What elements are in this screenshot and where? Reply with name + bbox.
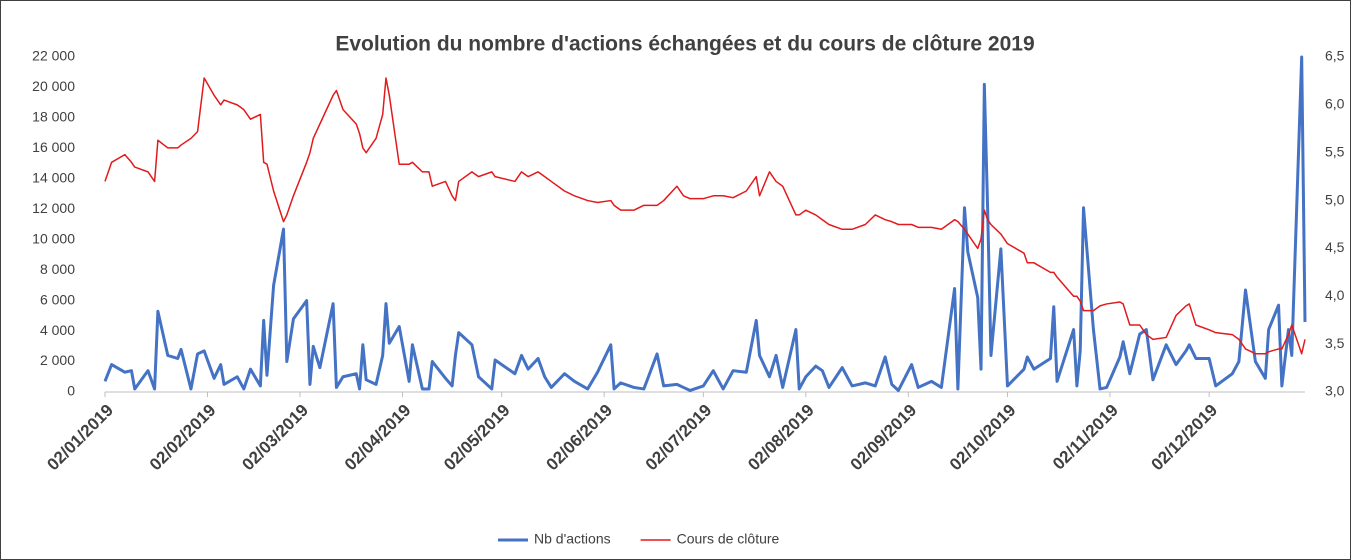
y-tick-label: 6 000 [40,291,75,307]
chart-title: Evolution du nombre d'actions échangées … [335,33,1034,56]
y-tick-label: 8 000 [40,261,75,277]
y2-tick-label: 4,5 [1325,239,1345,255]
y2-tick-label: 5,5 [1325,143,1345,159]
y-tick-label: 16 000 [32,139,75,155]
y-tick-label: 0 [67,383,75,399]
y2-tick-label: 6,5 [1325,48,1345,64]
series-line [104,77,1306,355]
legend-label: Nb d'actions [534,531,611,547]
y-tick-label: 12 000 [32,200,75,216]
y2-tick-label: 6,0 [1325,96,1345,112]
y2-tick-label: 4,0 [1325,287,1345,303]
y-tick-label: 4 000 [40,322,75,338]
y-tick-label: 10 000 [32,230,75,246]
y-tick-label: 18 000 [32,109,75,125]
y2-tick-label: 5,0 [1325,191,1345,207]
series-line [103,55,1307,392]
y2-tick-label: 3,0 [1325,383,1345,399]
y-tick-label: 2 000 [40,352,75,368]
y-tick-label: 22 000 [32,48,75,64]
legend-label: Cours de clôture [677,531,780,547]
y2-tick-label: 3,5 [1325,335,1345,351]
y-tick-label: 20 000 [32,78,75,94]
y-tick-label: 14 000 [32,170,75,186]
